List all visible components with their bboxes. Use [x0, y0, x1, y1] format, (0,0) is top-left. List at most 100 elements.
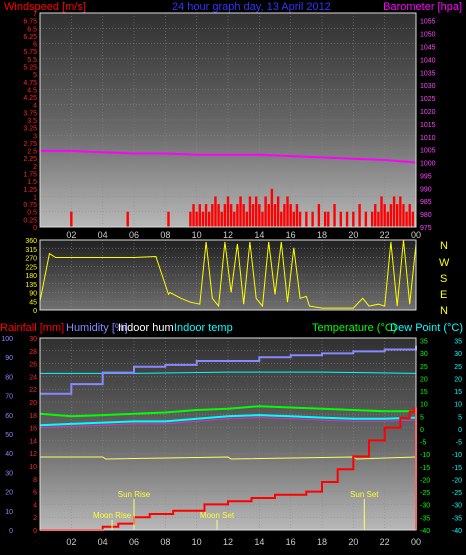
wind-bar [405, 211, 408, 227]
rain-tick-10: 10 [29, 464, 37, 471]
dew-tick--30: -30 [452, 503, 462, 510]
dew-tick--15: -15 [452, 465, 462, 472]
wind-bar [399, 196, 402, 227]
dew-tick-0: 0 [458, 427, 462, 434]
wind-tick-3.5: 3.5 [27, 118, 37, 125]
wind-bar [204, 204, 208, 227]
dew-tick--20: -20 [452, 477, 462, 484]
temperature-series [39, 405, 416, 418]
rain-tick-26: 26 [29, 362, 37, 369]
wind-direction-series [39, 239, 417, 309]
x-tick-02: 02 [66, 230, 76, 240]
wind-bar [242, 204, 245, 227]
wind-bar [239, 196, 242, 227]
indoor-hum-label: Indoor hum [118, 322, 174, 334]
wind-bar [298, 211, 302, 227]
wind-panel-border [39, 12, 417, 228]
rain-tick-12: 12 [29, 451, 37, 458]
x-tick-08: 08 [160, 230, 170, 240]
wind-bar [251, 204, 255, 227]
hum-tick-20: 20 [5, 490, 13, 497]
wind-bar [380, 196, 383, 227]
wind-bar [226, 196, 230, 227]
baro-tick-1050: 1050 [420, 32, 436, 39]
dew-tick--5: -5 [456, 440, 462, 447]
wind-bar [192, 204, 195, 227]
wind-bar [345, 211, 349, 227]
wind-bar [295, 204, 299, 227]
rain-tick-6: 6 [33, 490, 37, 497]
direction-panel-border [39, 239, 417, 311]
wind-bar [408, 204, 411, 227]
wind-bar [305, 211, 308, 227]
wind-bar [402, 204, 405, 227]
temp-tick-10: 10 [420, 402, 428, 409]
x-tick-06: 06 [129, 230, 139, 240]
wind-bar [217, 204, 220, 227]
x-tick-02: 02 [66, 537, 76, 547]
temp-tick-20: 20 [420, 376, 428, 383]
wind-bar [201, 211, 205, 227]
wind-bar [289, 204, 292, 227]
dew-tick-10: 10 [454, 402, 462, 409]
x-tick-04: 04 [98, 230, 108, 240]
wind-bar [70, 211, 73, 227]
dew-tick-15: 15 [454, 389, 462, 396]
wind-bar [220, 211, 223, 227]
wind-bar [198, 204, 201, 227]
hum-tick-40: 40 [5, 451, 13, 458]
wind-tick-3.75: 3.75 [23, 110, 37, 117]
baro-tick-1035: 1035 [420, 70, 436, 77]
dir-tick-90: 90 [29, 291, 37, 298]
hum-tick-50: 50 [5, 432, 13, 439]
wind-bar [214, 196, 217, 227]
baro-tick-985: 985 [420, 199, 432, 206]
x-tick-12: 12 [223, 537, 233, 547]
wind-bar [327, 211, 330, 227]
wind-bar [389, 204, 393, 227]
wind-bar [167, 211, 170, 227]
rain-tick-2: 2 [33, 515, 37, 522]
indoor-temp-label: Indoor temp [174, 322, 233, 334]
wind-tick-4: 4 [33, 103, 37, 110]
x-tick-18: 18 [317, 537, 327, 547]
wind-bar [339, 211, 342, 227]
dew-tick-5: 5 [458, 414, 462, 421]
dew-tick--10: -10 [452, 452, 462, 459]
baro-tick-1005: 1005 [420, 148, 436, 155]
humidity-axis-label: Humidity [%] [66, 322, 128, 334]
wind-tick-1.75: 1.75 [23, 172, 37, 179]
wind-panel-bg [40, 13, 416, 227]
wind-bar [286, 196, 289, 227]
dir-tick-270: 270 [25, 256, 37, 263]
wind-bar [292, 211, 295, 227]
barometer-series [40, 149, 417, 164]
wind-bar [383, 204, 386, 227]
barometer-axis-label: Barometer [hpa] [383, 1, 462, 13]
wind-tick-2.5: 2.5 [27, 149, 37, 156]
x-tick-20: 20 [348, 230, 358, 240]
x-tick-12: 12 [223, 230, 233, 240]
direction-panel-bg [40, 240, 416, 310]
wind-tick-0.25: 0.25 [23, 217, 37, 224]
wind-bar [311, 211, 314, 227]
wind-tick-2.25: 2.25 [23, 156, 37, 163]
temp-tick--30: -30 [420, 503, 430, 510]
dew-tick-20: 20 [454, 376, 462, 383]
wind-tick-3: 3 [33, 133, 37, 140]
hum-tick-70: 70 [5, 394, 13, 401]
astro-events: Sun Rise Moon Rise Moon Set Sun Set [93, 490, 379, 530]
x-tick-22: 22 [380, 230, 390, 240]
direction-label-e: E [440, 289, 447, 301]
temp-panel-ticks: 0102030405060708090100024681012141618202… [1, 336, 462, 547]
wind-bar [377, 211, 380, 227]
moon-rise-label: Moon Rise [93, 511, 132, 520]
temp-tick--25: -25 [420, 490, 430, 497]
dew-tick-30: 30 [454, 351, 462, 358]
baro-tick-1010: 1010 [420, 135, 436, 142]
wind-bar [264, 196, 267, 227]
dew-tick-35: 35 [454, 339, 462, 346]
dewpoint-low-series [39, 417, 417, 429]
dir-tick-180: 180 [25, 273, 37, 280]
